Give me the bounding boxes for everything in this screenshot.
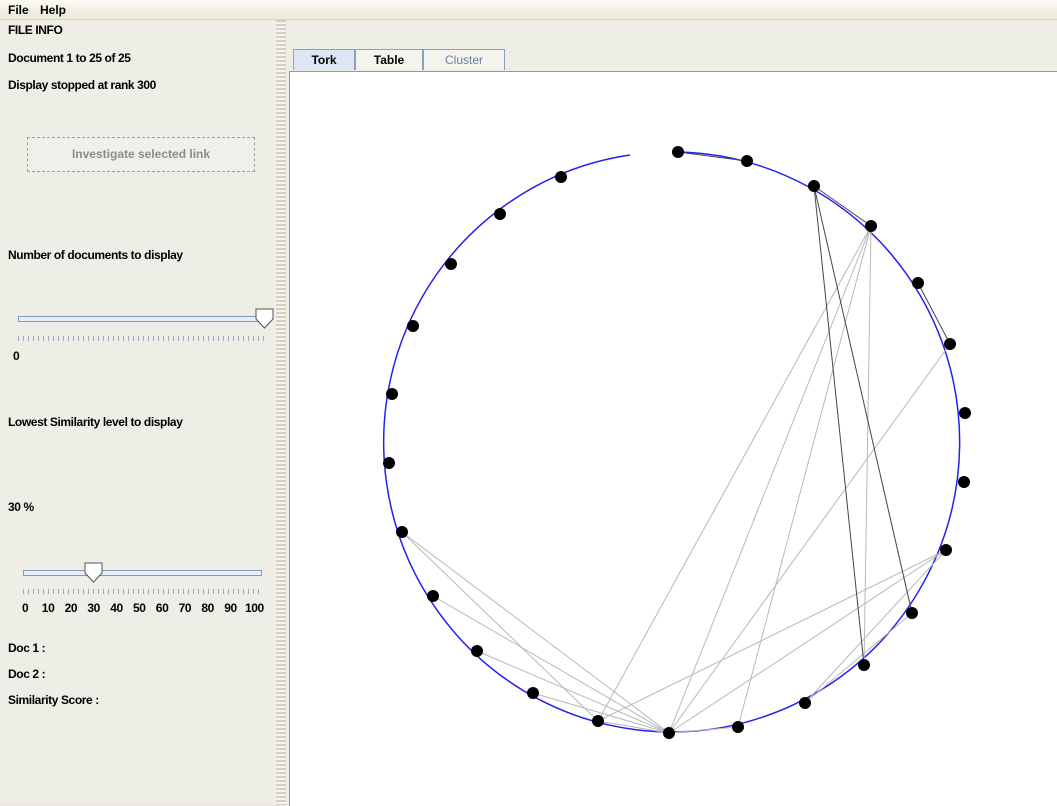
node: [959, 407, 971, 419]
node: [663, 727, 675, 739]
tick-label: 100: [245, 601, 264, 615]
menu-item[interactable]: Help: [40, 3, 67, 17]
edge: [804, 612, 913, 704]
slider-track[interactable]: [23, 570, 262, 576]
edge: [401, 531, 670, 734]
tick-label: 10: [41, 601, 55, 615]
button[interactable]: Investigate selected link: [27, 137, 255, 172]
edge: [432, 595, 670, 734]
splitter[interactable]: [276, 20, 286, 805]
edge: [813, 185, 872, 227]
tick-label: 30: [87, 601, 100, 615]
edge: [597, 720, 670, 734]
info-text: Document 1 to 25 of 25: [8, 51, 131, 65]
node: [407, 320, 419, 332]
slider-ticks: [23, 589, 260, 594]
tick-label: 40: [110, 601, 123, 615]
detail-label: Doc 2 :: [8, 667, 46, 681]
edge: [863, 225, 872, 666]
node: [555, 171, 567, 183]
edge: [476, 650, 670, 734]
detail-label: Similarity Score :: [8, 693, 99, 707]
label: Lowest Similarity level to display: [8, 415, 183, 429]
tick-label: 20: [64, 601, 78, 615]
tab[interactable]: Table: [355, 49, 423, 70]
node: [912, 277, 924, 289]
node: [471, 645, 483, 657]
node: [799, 697, 811, 709]
edge: [677, 151, 748, 162]
node: [732, 721, 744, 733]
tick-label: 0: [22, 601, 29, 615]
edge: [917, 282, 951, 345]
node: [906, 607, 918, 619]
edge: [597, 549, 947, 722]
node: [427, 590, 439, 602]
node: [940, 544, 952, 556]
node: [386, 388, 398, 400]
node: [527, 687, 539, 699]
edge: [804, 549, 947, 704]
edge: [813, 185, 913, 614]
info-text: Display stopped at rank 300: [8, 78, 156, 92]
node: [396, 526, 408, 538]
node: [592, 715, 604, 727]
node: [944, 338, 956, 350]
node: [865, 220, 877, 232]
tick-label: 50: [133, 601, 146, 615]
tick-label: 0: [13, 349, 20, 363]
slider-knob[interactable]: [84, 562, 104, 584]
edge: [401, 531, 599, 722]
edge: [737, 225, 872, 728]
heading: FILE INFO: [8, 23, 63, 37]
node: [672, 146, 684, 158]
value-text: 30 %: [8, 500, 34, 514]
menu-bar: File Help: [0, 0, 1057, 20]
node: [808, 180, 820, 192]
slider-knob[interactable]: [255, 308, 275, 330]
tick-label: 60: [155, 601, 169, 615]
edge: [532, 692, 670, 734]
edge: [813, 185, 865, 666]
edge: [668, 225, 872, 734]
tab[interactable]: Cluster: [423, 49, 505, 70]
node: [383, 457, 395, 469]
tick-label: 90: [224, 601, 237, 615]
node: [958, 476, 970, 488]
edge: [668, 726, 739, 734]
edge: [597, 225, 872, 722]
graph-canvas: [289, 71, 1057, 806]
slider-ticks: [18, 336, 268, 341]
node: [494, 208, 506, 220]
edge: [668, 549, 947, 734]
edge: [668, 343, 951, 734]
label: Number of documents to display: [8, 248, 183, 262]
tick-label: 70: [178, 601, 192, 615]
tick-label: 80: [201, 601, 214, 615]
tab[interactable]: Tork: [293, 49, 355, 70]
node: [741, 155, 753, 167]
menu-item[interactable]: File: [8, 3, 29, 17]
node: [445, 258, 457, 270]
node: [858, 659, 870, 671]
detail-label: Doc 1 :: [8, 641, 46, 655]
